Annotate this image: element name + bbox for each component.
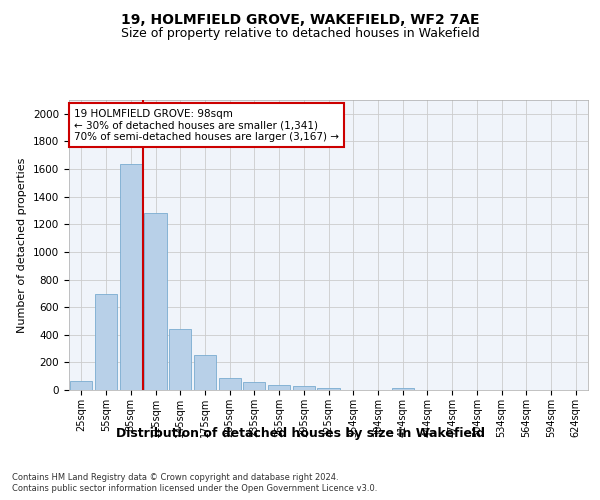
Bar bbox=[169, 328, 191, 390]
Bar bbox=[243, 382, 265, 390]
Bar bbox=[268, 385, 290, 390]
Bar bbox=[194, 355, 216, 390]
Text: Size of property relative to detached houses in Wakefield: Size of property relative to detached ho… bbox=[121, 28, 479, 40]
Bar bbox=[95, 294, 117, 390]
Y-axis label: Number of detached properties: Number of detached properties bbox=[17, 158, 28, 332]
Text: 19, HOLMFIELD GROVE, WAKEFIELD, WF2 7AE: 19, HOLMFIELD GROVE, WAKEFIELD, WF2 7AE bbox=[121, 12, 479, 26]
Text: Distribution of detached houses by size in Wakefield: Distribution of detached houses by size … bbox=[115, 428, 485, 440]
Text: Contains public sector information licensed under the Open Government Licence v3: Contains public sector information licen… bbox=[12, 484, 377, 493]
Bar bbox=[119, 164, 142, 390]
Bar bbox=[145, 212, 167, 390]
Bar bbox=[218, 378, 241, 390]
Text: Contains HM Land Registry data © Crown copyright and database right 2024.: Contains HM Land Registry data © Crown c… bbox=[12, 472, 338, 482]
Bar bbox=[70, 381, 92, 390]
Bar bbox=[293, 386, 315, 390]
Text: 19 HOLMFIELD GROVE: 98sqm
← 30% of detached houses are smaller (1,341)
70% of se: 19 HOLMFIELD GROVE: 98sqm ← 30% of detac… bbox=[74, 108, 339, 142]
Bar bbox=[317, 388, 340, 390]
Bar bbox=[392, 388, 414, 390]
